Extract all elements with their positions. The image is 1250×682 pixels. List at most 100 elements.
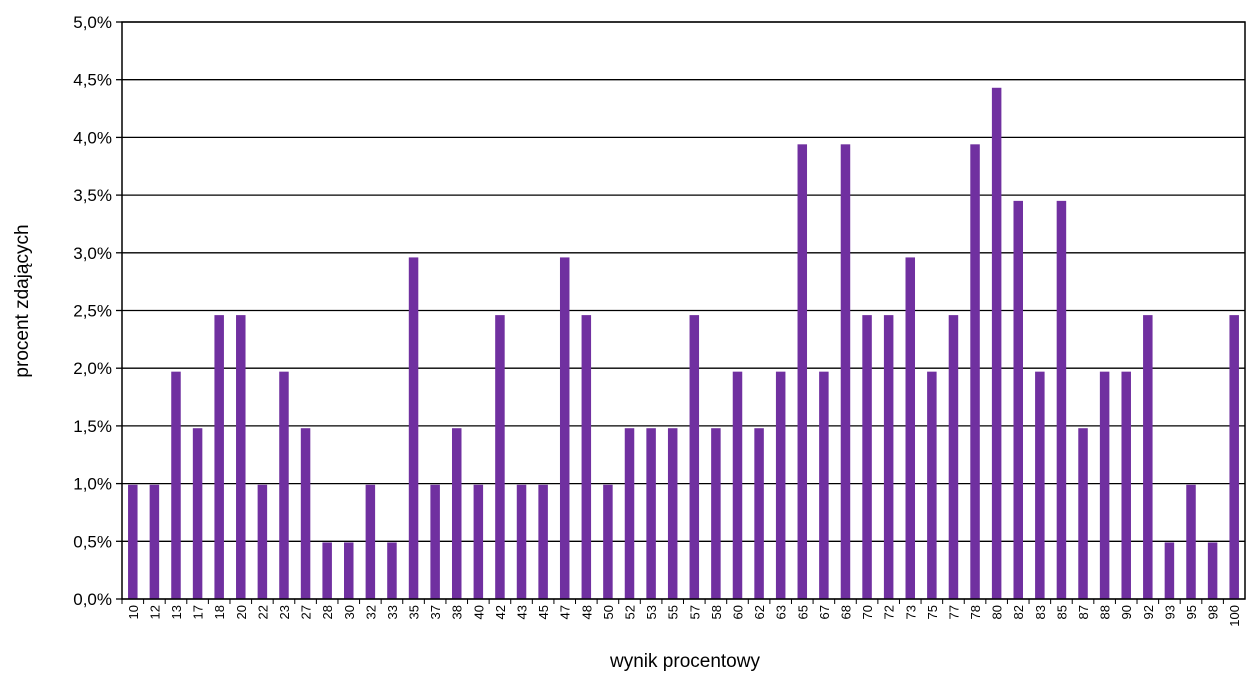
bar-70 — [862, 315, 872, 599]
bar-35 — [408, 257, 419, 599]
x-tick-label-82: 82 — [1011, 605, 1026, 619]
x-tick-label-42: 42 — [493, 605, 508, 619]
bar-42 — [495, 315, 505, 599]
bar-78 — [970, 144, 980, 599]
bar-40 — [473, 484, 484, 599]
y-tick-label: 3,0% — [73, 244, 112, 263]
x-tick-label-60: 60 — [730, 605, 745, 619]
bar-37 — [430, 484, 440, 599]
x-tick-label-83: 83 — [1033, 605, 1048, 619]
x-tick-label-27: 27 — [299, 605, 314, 619]
bar-87 — [1078, 428, 1088, 599]
bar-20 — [236, 315, 246, 599]
bar-27 — [300, 428, 311, 599]
y-tick-label: 5,0% — [73, 13, 112, 32]
bar-98 — [1207, 542, 1218, 599]
bar-67 — [819, 371, 829, 599]
bar-95 — [1186, 484, 1196, 599]
x-tick-label-10: 10 — [126, 605, 141, 619]
x-tick-label-67: 67 — [817, 605, 832, 619]
bar-48 — [581, 315, 592, 599]
bar-22 — [257, 484, 268, 599]
bar-83 — [1035, 371, 1045, 599]
x-tick-label-30: 30 — [342, 605, 357, 619]
x-tick-label-95: 95 — [1184, 605, 1199, 619]
y-tick-label: 1,0% — [73, 475, 112, 494]
bar-43 — [516, 484, 527, 599]
x-tick-label-28: 28 — [320, 605, 335, 619]
y-axis-title: procent zdających — [12, 224, 33, 377]
bar-85 — [1056, 200, 1067, 599]
x-tick-label-55: 55 — [666, 605, 681, 619]
x-tick-label-52: 52 — [623, 605, 638, 619]
x-tick-label-47: 47 — [558, 605, 573, 619]
x-tick-label-35: 35 — [407, 605, 422, 619]
x-tick-label-48: 48 — [579, 605, 594, 619]
bar-82 — [1013, 200, 1023, 599]
x-tick-label-18: 18 — [212, 605, 227, 619]
y-tick-label: 4,5% — [73, 71, 112, 90]
x-axis-tick-labels: 10 12 13 17 18 20 22 23 27 28 30 32 33 35 37 38 40 42 43 45… — [126, 605, 1242, 627]
bar-65 — [797, 144, 808, 599]
x-tick-label-100: 100 — [1227, 605, 1242, 627]
x-tick-label-98: 98 — [1206, 605, 1221, 619]
y-tick-label: 0,0% — [73, 590, 112, 609]
bar-10 — [128, 484, 138, 599]
bars — [128, 87, 1239, 599]
bar-33 — [387, 542, 397, 599]
bar-77 — [948, 315, 959, 599]
bar-13 — [171, 371, 181, 599]
bar-18 — [214, 315, 224, 599]
bar-12 — [149, 484, 160, 599]
bar-53 — [646, 428, 656, 599]
x-tick-label-63: 63 — [774, 605, 789, 619]
bar-23 — [279, 371, 289, 599]
bar-47 — [559, 257, 570, 599]
bar-30 — [344, 542, 354, 599]
bar-92 — [1143, 315, 1153, 599]
bar-55 — [667, 428, 678, 599]
x-tick-label-88: 88 — [1098, 605, 1113, 619]
bar-80 — [991, 87, 1002, 599]
x-tick-label-70: 70 — [860, 605, 875, 619]
x-tick-label-45: 45 — [536, 605, 551, 619]
x-tick-label-58: 58 — [709, 605, 724, 619]
x-tick-label-23: 23 — [277, 605, 292, 619]
y-tick-label: 3,5% — [73, 186, 112, 205]
x-tick-label-12: 12 — [147, 605, 162, 619]
bar-72 — [883, 315, 894, 599]
bar-68 — [840, 144, 851, 599]
bar-52 — [624, 428, 635, 599]
x-tick-label-62: 62 — [752, 605, 767, 619]
y-tick-label: 1,5% — [73, 417, 112, 436]
x-tick-label-40: 40 — [471, 605, 486, 619]
x-tick-label-72: 72 — [882, 605, 897, 619]
y-tick-label: 0,5% — [73, 532, 112, 551]
bar-38 — [451, 428, 462, 599]
x-tick-label-57: 57 — [687, 605, 702, 619]
bar-45 — [538, 484, 548, 599]
bar-28 — [322, 542, 332, 599]
x-tick-label-32: 32 — [363, 605, 378, 619]
x-tick-label-73: 73 — [903, 605, 918, 619]
bar-32 — [365, 484, 376, 599]
x-tick-label-87: 87 — [1076, 605, 1091, 619]
bar-60 — [732, 371, 743, 599]
x-tick-label-17: 17 — [191, 605, 206, 619]
bar-63 — [775, 371, 786, 599]
y-tick-label: 2,5% — [73, 302, 112, 321]
bar-90 — [1121, 371, 1131, 599]
x-tick-label-80: 80 — [990, 605, 1005, 619]
x-axis-title: wynik procentowy — [609, 651, 760, 672]
bar-57 — [689, 315, 700, 599]
y-tick-label: 2,0% — [73, 359, 112, 378]
plot-frame — [121, 21, 1246, 600]
bar-93 — [1164, 542, 1175, 599]
bar-73 — [905, 257, 916, 599]
x-tick-label-13: 13 — [169, 605, 184, 619]
bar-17 — [192, 428, 203, 599]
x-tick-label-68: 68 — [838, 605, 853, 619]
y-tick-label: 4,0% — [73, 128, 112, 147]
